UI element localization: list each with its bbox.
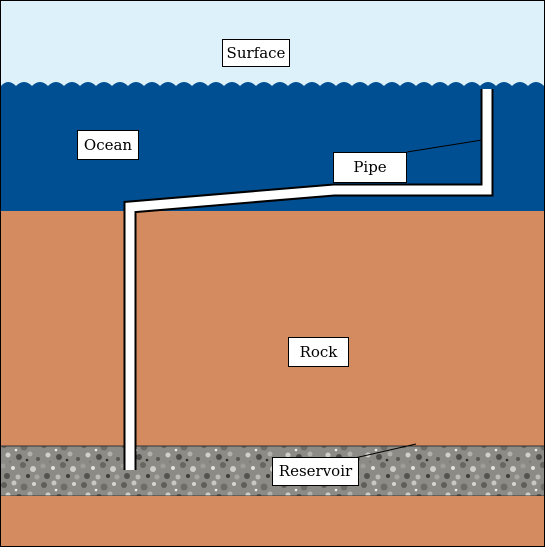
pipe-leader-line (406, 139, 483, 153)
reservoir-label: Reservoir (272, 457, 359, 486)
lower-rock-layer (1, 496, 544, 546)
rock-label: Rock (288, 337, 349, 367)
surface-label: Surface (222, 39, 290, 67)
pipe-bore (125, 89, 492, 470)
ocean-label: Ocean (77, 130, 139, 160)
ocean-layer (1, 82, 544, 211)
pipe-label: Pipe (333, 152, 407, 183)
rock-layer (1, 211, 544, 446)
